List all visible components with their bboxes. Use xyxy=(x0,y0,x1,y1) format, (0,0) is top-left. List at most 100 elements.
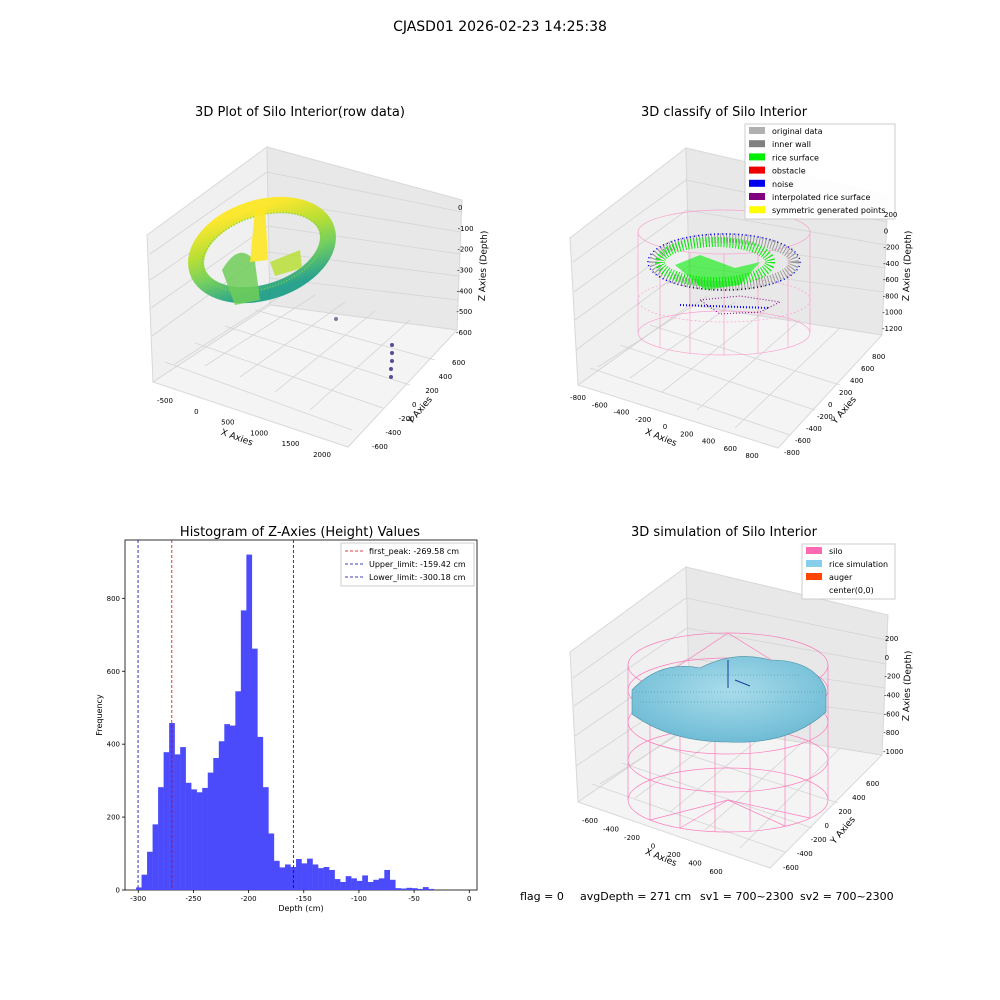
histogram-y-axis-label: Frequency xyxy=(95,694,104,736)
panel4-x-tick-label: 400 xyxy=(688,860,701,868)
panel-histogram: Histogram of Z-Axies (Height) Values -30… xyxy=(95,525,478,913)
panel1-y-tick-label: 200 xyxy=(425,387,438,395)
histogram-bar xyxy=(389,879,396,890)
panel2-rice-surface-points xyxy=(655,237,775,287)
panel2-z-tick-label: -200 xyxy=(883,244,899,252)
panel2-y-tick-label: 0 xyxy=(828,401,832,409)
histogram-bar xyxy=(251,648,258,890)
legend-swatch-rice-surface xyxy=(749,153,765,161)
histogram-bars xyxy=(136,554,435,890)
histogram-bar xyxy=(229,725,236,890)
legend-swatch-original-data xyxy=(749,127,765,134)
panel1-y-tick-label: 0 xyxy=(412,401,416,409)
histogram-bar xyxy=(141,874,148,890)
histogram-bar xyxy=(202,787,208,890)
histogram-bar xyxy=(224,724,231,890)
panel1-x-axis-label: X Axies xyxy=(219,428,254,449)
panel1-outlier-point xyxy=(390,359,394,363)
panel1-z-tick-label: -200 xyxy=(457,246,473,254)
panel2-y-tick-label: 400 xyxy=(850,377,863,385)
histogram-bar xyxy=(318,868,324,890)
panel1-x-tick-label: 2000 xyxy=(313,451,331,459)
histogram-bar xyxy=(406,887,413,890)
legend-label: silo xyxy=(829,547,843,556)
histogram-legend-box xyxy=(340,542,475,587)
panel2-y-tick-label: 800 xyxy=(872,353,885,361)
histogram-bar xyxy=(218,741,225,890)
histogram-bar xyxy=(213,758,219,890)
panel1-y-axis-label: Y Axies xyxy=(406,395,435,427)
panel2-y-tick-label: -400 xyxy=(806,425,822,433)
histogram-bar xyxy=(334,879,341,890)
panel4-x-tick-label: 200 xyxy=(667,851,680,859)
panel1-z-tick-label: -600 xyxy=(456,329,472,337)
histogram-x-axis-label: Depth (cm) xyxy=(278,904,323,913)
histogram-bar xyxy=(351,878,357,890)
panel4-z-tick-label: -800 xyxy=(883,729,899,737)
panel4-title: 3D simulation of Silo Interior xyxy=(631,525,818,540)
legend-label: inner wall xyxy=(772,140,811,149)
panel4-z-tick-label: -400 xyxy=(884,692,900,700)
panel2-x-tick-label: -600 xyxy=(592,401,608,409)
histogram-legend-label: Lower_limit: -300.18 cm xyxy=(369,573,466,582)
panel1-outlier-point xyxy=(389,367,393,371)
histogram-bar xyxy=(395,888,402,890)
panel4-z-axis-label: Z Axies (Depth) xyxy=(902,651,914,722)
panel1-y-tick-label: 600 xyxy=(452,359,465,367)
panel4-x-tick-label: 0 xyxy=(651,843,655,851)
panel1-outlier-point xyxy=(390,343,394,347)
panel1-z-ticks: 0 -100 -200 -300 -400 -500 -600 xyxy=(456,204,474,337)
panel4-z-tick-label: 0 xyxy=(885,654,889,662)
histogram-bar xyxy=(422,887,429,890)
panel2-legend: original data inner wall rice surface obsta… xyxy=(744,123,896,220)
panel2-legend-box xyxy=(744,123,896,220)
legend-label: interpolated rice surface xyxy=(772,193,870,202)
histogram-y-tick-label: 0 xyxy=(116,887,120,895)
legend-label: symmetric generated points xyxy=(772,206,885,215)
panel4-y-tick-label: -400 xyxy=(797,850,813,858)
histogram-bar xyxy=(147,851,153,890)
panel2-z-tick-label: -400 xyxy=(883,260,899,268)
histogram-x-tick-label: -100 xyxy=(351,895,367,903)
panel1-x-tick-label: -500 xyxy=(157,397,173,405)
panel2-x-tick-label: 800 xyxy=(745,452,758,460)
panel2-z-ticks: 200 0 -200 -400 -600 -800 -1000 -1200 xyxy=(882,211,903,333)
histogram-legend-label: first_peak: -269.58 cm xyxy=(369,547,459,556)
panel1-outlier-point xyxy=(334,317,338,321)
panel4-silo-wireframe xyxy=(627,632,829,833)
histogram-bar xyxy=(367,881,374,890)
panel2-z-tick-label: -1000 xyxy=(882,309,902,317)
histogram-bar xyxy=(312,864,319,890)
panel1-gridlines xyxy=(149,171,463,431)
panel4-z-ticks: 200 0 -200 -400 -600 -800 -1000 xyxy=(883,635,903,756)
panel4-x-tick-label: -600 xyxy=(582,817,598,825)
histogram-bar xyxy=(240,610,247,890)
histogram-bar xyxy=(246,554,253,890)
histogram-y-tick-label: 800 xyxy=(107,595,120,603)
panel2-y-tick-label: -800 xyxy=(784,449,800,457)
legend-swatch-silo xyxy=(806,547,822,554)
panel1-y-tick-label: -400 xyxy=(385,429,401,437)
histogram-y-tick-label: 200 xyxy=(107,814,120,822)
panel4-y-axis-label: Y Axies xyxy=(829,815,858,847)
panel4-y-tick-label: 600 xyxy=(866,780,879,788)
panel2-z-tick-label: 200 xyxy=(884,211,897,219)
histogram-bar xyxy=(268,833,275,890)
histogram-bar xyxy=(373,879,379,890)
panel4-z-tick-label: -600 xyxy=(884,710,900,718)
panel4-y-tick-label: 400 xyxy=(852,794,865,802)
panel1-y-tick-label: -600 xyxy=(372,443,388,451)
legend-swatch-inner-wall xyxy=(749,140,765,148)
histogram-bar xyxy=(296,859,302,890)
panel2-noise-band xyxy=(679,304,771,309)
legend-label: original data xyxy=(772,127,823,136)
histogram-x-tick-label: -300 xyxy=(130,895,146,903)
panel1-z-tick-label: 0 xyxy=(458,204,462,212)
histogram-y-tick-label: 400 xyxy=(107,741,120,749)
panel1-y-tick-label: -200 xyxy=(399,415,415,423)
panel2-z-axis-label: Z Axies (Depth) xyxy=(902,231,914,302)
histogram-bar xyxy=(191,789,197,890)
panel1-outlier-point xyxy=(389,375,393,379)
